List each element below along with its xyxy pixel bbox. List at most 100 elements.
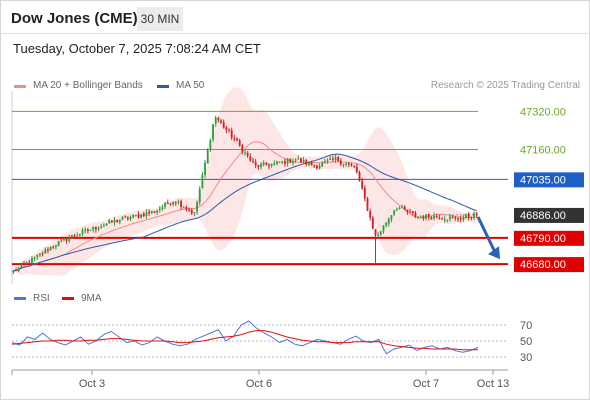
candle-body [113, 219, 116, 223]
candle-body [443, 219, 446, 221]
candle-body [462, 217, 465, 220]
candle-body [473, 213, 475, 218]
x-tick-label: Oct 13 [477, 378, 509, 390]
candle-body [206, 149, 209, 164]
candle-body [228, 129, 230, 131]
candle-body [185, 207, 188, 210]
candle-body [276, 161, 278, 164]
candle-body [465, 214, 467, 218]
candle-body [334, 157, 337, 161]
candle-body [180, 201, 183, 207]
candle-body [299, 158, 302, 163]
candle-body [291, 160, 294, 163]
instrument-title: Dow Jones (CME) [11, 10, 138, 27]
x-tick-label: Oct 7 [413, 378, 439, 390]
interval-button[interactable]: 30 MIN [137, 7, 183, 31]
ma20-line [13, 141, 477, 272]
candle-body [76, 235, 79, 237]
candle-body [172, 201, 175, 205]
candle-body [470, 217, 473, 219]
candle-body [289, 158, 292, 163]
candle-body [435, 215, 438, 217]
candle-body [52, 246, 55, 248]
candle-body [55, 245, 57, 247]
candle-body [148, 211, 151, 214]
candle-body [419, 216, 422, 218]
candle-body [451, 216, 454, 218]
level-label-1: 47160.00 [520, 145, 566, 157]
candle-body [313, 165, 316, 167]
level-tag-2 [514, 172, 584, 188]
candle-body [318, 165, 321, 169]
candle-body [475, 213, 478, 215]
candle-body [467, 214, 470, 218]
candle-body [369, 211, 372, 218]
candle-body [427, 214, 430, 218]
rsi-tick-label: 70 [520, 320, 532, 332]
candle-body [92, 226, 95, 230]
candle-body [401, 207, 404, 209]
level-label-4: 46790.00 [520, 233, 566, 245]
candle-body [102, 225, 105, 227]
candle-body [281, 161, 284, 163]
level-label-3: 46886.00 [520, 210, 566, 222]
candle-body [339, 160, 342, 165]
candle-body [382, 225, 385, 232]
candle-body [411, 211, 414, 214]
candle-body [209, 139, 212, 150]
header-divider [0, 33, 588, 34]
candle-body [430, 217, 433, 219]
candle-body [331, 158, 334, 160]
candle-body [257, 165, 260, 167]
candle-body [12, 270, 15, 273]
level-tag-4 [514, 230, 584, 246]
candle-body [241, 145, 244, 153]
forecast-arrow-head [488, 246, 500, 260]
candle-body [158, 208, 161, 210]
candle-body [268, 164, 270, 167]
candle-body [17, 267, 20, 272]
candle-body [134, 214, 137, 216]
candle-body [459, 218, 462, 220]
candle-body [422, 216, 425, 219]
candle-body [297, 158, 300, 160]
candle-body [89, 229, 92, 231]
candle-body [438, 217, 441, 219]
candle-body [265, 162, 268, 165]
candle-body [342, 164, 345, 166]
candle-body [252, 160, 254, 162]
candle-body [198, 189, 201, 203]
candle-body [177, 201, 180, 203]
legend-swatch-bollinger [14, 85, 26, 88]
candle-body [84, 229, 87, 231]
candle-body [126, 217, 129, 219]
candle-body [110, 220, 113, 223]
candle-body [454, 217, 457, 219]
candle-body [182, 207, 185, 209]
candle-body [204, 162, 206, 175]
candle-body [129, 217, 132, 219]
candle-body [355, 166, 358, 173]
candle-body [441, 218, 443, 220]
candle-body [238, 140, 241, 146]
level-tag-5 [514, 257, 584, 273]
candle-body [236, 138, 238, 141]
candle-body [150, 211, 153, 213]
candle-body [249, 156, 252, 161]
candle-body [395, 209, 398, 211]
candle-body [105, 223, 108, 226]
candle-body [41, 253, 44, 255]
candle-body [307, 162, 310, 165]
candle-body [47, 249, 49, 251]
bollinger-band-fill [13, 86, 477, 277]
candle-body [294, 159, 297, 161]
x-tick-label: Oct 6 [246, 378, 272, 390]
candle-body [393, 210, 396, 215]
candle-body [217, 117, 220, 121]
candle-body [57, 241, 60, 246]
ma50-line [13, 153, 477, 272]
candle-body [108, 220, 111, 224]
candle-body [153, 211, 156, 213]
